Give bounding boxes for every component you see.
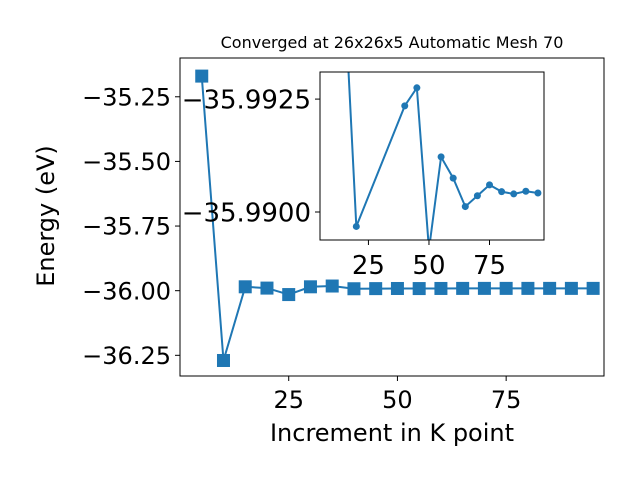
data-point xyxy=(401,102,409,110)
data-point xyxy=(195,69,209,83)
data-point xyxy=(564,281,578,295)
data-point xyxy=(369,282,383,296)
y-tick-label: −35.9900 xyxy=(182,198,311,228)
series-group xyxy=(347,72,542,240)
data-point xyxy=(521,281,535,295)
data-point xyxy=(456,281,470,295)
x-axis-title: Increment in K point xyxy=(270,419,514,447)
y-tick-label: −36.00 xyxy=(82,277,171,305)
data-point xyxy=(499,281,513,295)
data-point xyxy=(238,280,252,294)
data-point xyxy=(498,188,506,196)
inset-mark-layer xyxy=(347,72,542,240)
data-point xyxy=(434,281,448,295)
data-point xyxy=(413,84,421,92)
y-tick-label: −35.9925 xyxy=(182,85,311,115)
data-point xyxy=(461,203,469,211)
y-tick-label: −35.25 xyxy=(82,83,171,111)
data-point xyxy=(449,174,457,182)
data-point xyxy=(437,153,445,161)
data-point xyxy=(325,279,339,293)
data-point xyxy=(473,192,481,200)
y-tick-label: −36.25 xyxy=(82,342,171,370)
data-point xyxy=(534,189,542,197)
data-point xyxy=(477,281,491,295)
x-tick-label: 50 xyxy=(412,251,445,281)
main-plot-frame xyxy=(179,57,605,377)
data-point xyxy=(347,282,361,296)
x-tick-label: 75 xyxy=(491,386,522,414)
y-axis-title: Energy (eV) xyxy=(32,145,60,287)
chart-title: Converged at 26x26x5 Automatic Mesh 70 xyxy=(221,33,564,52)
data-point xyxy=(390,281,404,295)
series-group xyxy=(195,69,600,367)
data-point xyxy=(352,222,360,230)
data-point xyxy=(486,181,494,189)
x-tick-label: 75 xyxy=(473,251,506,281)
data-point xyxy=(216,353,230,367)
x-tick-label: 25 xyxy=(273,386,304,414)
data-point xyxy=(260,281,274,295)
inset-background xyxy=(320,72,544,240)
main-tick-layer: 25 50 75 −36.25 −36.00 −35.75 −35.50 −35.25 xyxy=(82,83,521,414)
data-point xyxy=(282,288,296,302)
x-tick-label: 25 xyxy=(352,251,385,281)
y-tick-label: −35.75 xyxy=(82,213,171,241)
inset-plot-frame xyxy=(319,71,545,241)
data-point xyxy=(412,282,426,296)
inset-tick-layer: 25 50 75 −35.9900 −35.9925 xyxy=(182,85,506,281)
y-tick-label: −35.50 xyxy=(82,148,171,176)
data-point xyxy=(586,281,600,295)
data-point xyxy=(522,187,530,195)
main-mark-layer xyxy=(195,69,600,367)
data-point xyxy=(543,281,557,295)
data-point xyxy=(510,190,518,198)
x-tick-label: 50 xyxy=(382,386,413,414)
main-chart: Converged at 26x26x5 Automatic Mesh 70 I… xyxy=(32,33,605,447)
inset-chart: 25 50 75 −35.9900 −35.9925 xyxy=(182,71,545,281)
data-point xyxy=(303,280,317,294)
